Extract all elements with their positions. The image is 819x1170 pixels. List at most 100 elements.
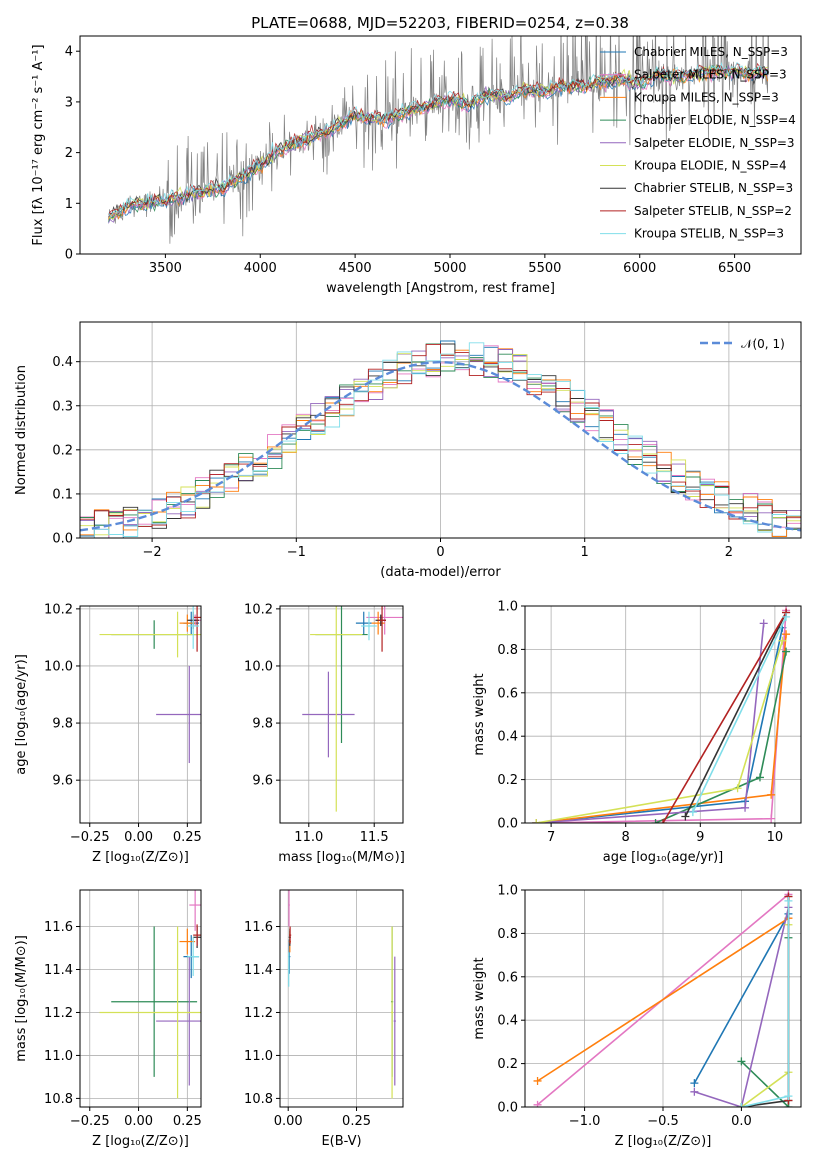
axes-frame <box>524 605 802 824</box>
weight-marker <box>690 1087 699 1096</box>
x-tick-label: −0.25 <box>70 830 110 845</box>
x-tick-label: 5000 <box>433 261 466 276</box>
y-tick-label: 4 <box>65 45 73 60</box>
y-tick-label: 11.2 <box>244 1006 273 1021</box>
y-tick-label: 0.3 <box>52 399 73 414</box>
y-tick-label: 1.0 <box>497 884 518 899</box>
y-tick-label: 0.4 <box>52 355 73 370</box>
x-tick-label: 7 <box>547 830 555 845</box>
weight-marker <box>767 814 776 823</box>
y-tick-label: 10.8 <box>44 1092 73 1107</box>
histogram-step <box>80 343 801 527</box>
weight-marker <box>784 1092 793 1101</box>
x-axis-label: age [log₁₀(age/yr)] <box>603 850 724 865</box>
model-spectrum-line <box>108 61 768 217</box>
weight-line <box>536 610 787 823</box>
y-tick-label: 11.0 <box>44 1049 73 1064</box>
x-tick-label: 10 <box>767 830 784 845</box>
y-tick-label: 10.2 <box>244 602 273 617</box>
histogram-step <box>80 342 801 538</box>
x-tick-label: −1 <box>287 545 306 560</box>
y-tick-label: 10.0 <box>44 659 73 674</box>
plot-area <box>280 890 403 1107</box>
plot-area <box>80 606 201 823</box>
y-tick-label: 11.2 <box>44 1006 73 1021</box>
plot-area <box>280 606 403 823</box>
x-tick-label: 3500 <box>149 261 182 276</box>
x-axis-label: mass [log₁₀(M/M⊙)] <box>278 850 405 865</box>
x-tick-label: 6000 <box>623 261 656 276</box>
plot-area <box>80 890 201 1107</box>
x-axis-label: Z [log₁₀(Z/Z⊙)] <box>92 1134 189 1149</box>
y-axis-label: mass [log₁₀(M/M⊙)] <box>14 935 29 1062</box>
x-tick-label: 0.00 <box>124 1114 153 1129</box>
y-tick-label: 0.2 <box>497 773 518 788</box>
axes-frame <box>79 605 202 824</box>
x-axis-label: Z [log₁₀(Z/Z⊙)] <box>615 1134 712 1149</box>
plot-area <box>525 890 801 1107</box>
chart-title: PLATE=0688, MJD=52203, FIBERID=0254, z=0… <box>251 14 629 32</box>
weight-line <box>536 640 784 823</box>
legend-label: Kroupa STELIB, N_SSP=3 <box>634 227 784 241</box>
x-tick-label: 4500 <box>339 261 372 276</box>
weight-marker <box>659 819 667 823</box>
y-tick-label: 10.8 <box>244 1092 273 1107</box>
y-tick-label: 0.6 <box>497 686 518 701</box>
weight-line <box>694 907 790 1107</box>
y-tick-label: 9.8 <box>52 717 73 732</box>
weight-marker <box>784 896 793 905</box>
x-axis-label: E(B-V) <box>321 1134 361 1149</box>
x-tick-label: 4000 <box>244 261 277 276</box>
chart-age-vs-mass: 11.0 11.5 9.6 9.8 10.0 10.2 mass [log₁₀(M/M⊙)] <box>244 602 405 865</box>
legend-label: 𝒩(0, 1) <box>741 337 785 351</box>
weight-marker <box>681 812 690 821</box>
y-axis-label: Flux [fλ 10⁻¹⁷ erg cm⁻² s⁻¹ A⁻¹] <box>31 44 46 245</box>
y-tick-label: 0.6 <box>497 970 518 985</box>
axes-frame <box>79 889 202 1108</box>
x-tick-label: 6500 <box>718 261 751 276</box>
weight-marker <box>782 647 791 656</box>
y-tick-label: 10.0 <box>244 659 273 674</box>
weight-line <box>536 634 787 823</box>
x-tick-label: −0.25 <box>70 1114 110 1129</box>
y-tick-label: 10.2 <box>44 602 73 617</box>
y-axis-label: mass weight <box>472 673 487 755</box>
legend-label: Salpeter ELODIE, N_SSP=3 <box>634 136 795 150</box>
weight-marker <box>690 1079 699 1088</box>
weight-marker <box>741 803 750 812</box>
chart-mass-vs-Z: −0.25 0.00 0.25 10.8 11.0 11.2 11.4 11.6 Z [log₁… <box>14 889 202 1149</box>
weight-marker <box>755 773 764 782</box>
weight-marker <box>782 630 791 639</box>
legend-label: Salpeter MILES, N_SSP=3 <box>634 68 787 82</box>
model-spectrum-line <box>108 62 768 215</box>
legend-label: Salpeter STELIB, N_SSP=2 <box>634 204 792 218</box>
plot-area <box>108 36 770 244</box>
weight-line <box>693 913 790 1084</box>
x-tick-label: 0.00 <box>274 1114 303 1129</box>
y-axis-label: age [log₁₀(age/yr)] <box>14 654 29 775</box>
x-tick-label: 0.0 <box>731 1114 752 1129</box>
y-tick-label: 0.2 <box>52 443 73 458</box>
weight-marker <box>778 636 787 645</box>
y-tick-label: 0.0 <box>52 532 73 547</box>
x-tick-label: 11.5 <box>360 830 389 845</box>
legend-label: Chabrier MILES, N_SSP=3 <box>634 45 788 59</box>
y-tick-label: 0.0 <box>497 1101 518 1116</box>
y-tick-label: 0 <box>65 248 73 263</box>
model-spectrum-line <box>108 64 768 218</box>
axes-frame <box>279 889 404 1108</box>
weight-line <box>692 616 787 813</box>
chart-mass-vs-ebv: 0.00 0.25 10.8 11.0 11.2 11.4 11.6 E(B-V) <box>244 889 404 1149</box>
x-tick-label: 11.0 <box>294 830 323 845</box>
y-tick-label: 11.0 <box>244 1049 273 1064</box>
x-tick-label: 0.25 <box>342 1114 371 1129</box>
axes-frame <box>279 605 404 824</box>
weight-line <box>655 651 787 823</box>
legend-label: Kroupa MILES, N_SSP=3 <box>634 90 779 104</box>
chart-spectrum: 3500 4000 4500 5000 5500 6000 6500 0 1 2 3 4 PLATE=0… <box>31 14 802 296</box>
x-tick-label: 8 <box>622 830 630 845</box>
x-tick-label: −0.5 <box>647 1114 679 1129</box>
x-axis-label: (data-model)/error <box>380 565 501 580</box>
x-tick-label: −2 <box>143 545 162 560</box>
